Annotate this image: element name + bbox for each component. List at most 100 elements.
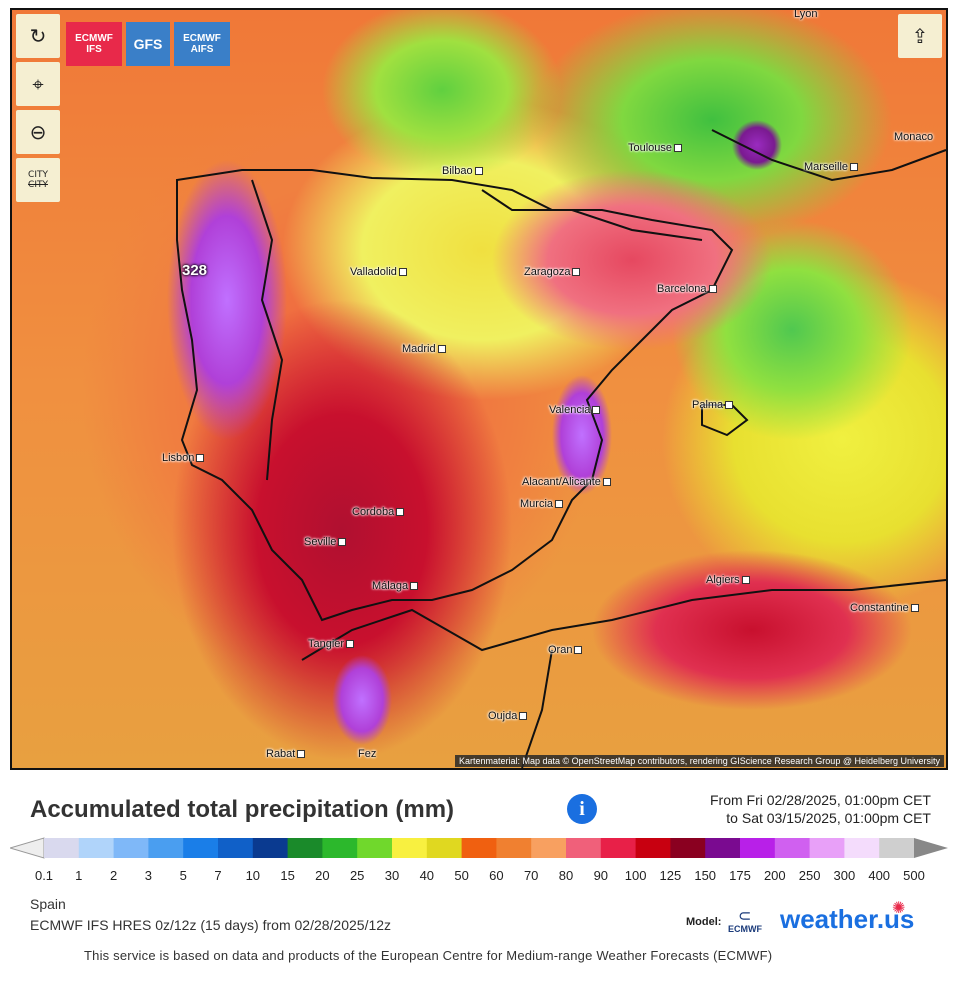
model-ecmwf-ifs-button[interactable]: ECMWF IFS [66, 22, 122, 66]
date-from: From Fri 02/28/2025, 01:00pm CET [710, 792, 931, 808]
city-oujda[interactable]: Oujda [488, 710, 528, 722]
map-overlay [176, 129, 946, 768]
city-label: CITY [28, 170, 48, 180]
model-gfs-button[interactable]: GFS [126, 22, 170, 66]
scale-swatch [252, 838, 289, 858]
city-marseille[interactable]: Marseille [804, 161, 859, 173]
scale-tick-label: 300 [833, 868, 856, 883]
city-tangier[interactable]: Tangier [308, 638, 355, 650]
scale-tick-label: 500 [903, 868, 925, 883]
scale-tick-label: 20 [315, 868, 330, 883]
scale-tick-label: 100 [624, 868, 647, 883]
scale-swatch [461, 838, 497, 858]
city-murcia[interactable]: Murcia [520, 498, 564, 510]
city-algiers[interactable]: Algiers [706, 574, 750, 586]
scale-tick-label: 150 [694, 868, 717, 883]
map-pin-icon: ⌖ [32, 72, 44, 96]
ecmwf-logo-icon: ⊂ [738, 906, 752, 925]
scale-swatch [705, 838, 741, 858]
scale-swatch [531, 838, 567, 858]
footnote: This service is based on data and produc… [84, 948, 773, 963]
model-ecmwf-aifs-button[interactable]: ECMWF AIFS [174, 22, 230, 66]
scale-tick-label: 80 [558, 868, 574, 883]
scale-swatch [322, 838, 358, 858]
scale-tick-label: 60 [489, 868, 504, 883]
scale-high-arrow [914, 838, 948, 858]
region-label: Spain [30, 896, 66, 912]
city-zaragoza[interactable]: Zaragoza [524, 266, 581, 278]
scale-swatch [600, 838, 637, 858]
scale-swatch [392, 838, 428, 858]
scale-swatch [426, 838, 463, 858]
scale-tick-label: 10 [245, 868, 261, 883]
scale-swatch [670, 838, 706, 858]
city-rabat[interactable]: Rabat [266, 748, 306, 760]
city-madrid[interactable]: Madrid [402, 343, 446, 355]
scale-tick-label: 7 [214, 868, 222, 883]
color-scale-bar [10, 837, 948, 859]
zoom-button[interactable]: ⊖ [16, 110, 60, 154]
scale-tick-label: 30 [384, 868, 400, 883]
city-barcelona[interactable]: Barcelona [657, 283, 717, 295]
map-title: Accumulated total precipitation (mm) [30, 796, 455, 823]
refresh-button[interactable]: ↻ [16, 14, 60, 58]
precipitation-map[interactable]: ↻ ECMWF IFS GFS ECMWF AIFS ⌖ ⊖ CITY CITY ⇪… [10, 8, 948, 770]
peak-value-label: 328 [182, 262, 208, 279]
info-icon[interactable]: i [567, 794, 597, 824]
scale-tick-label: 1 [75, 868, 83, 883]
scale-swatch [740, 838, 776, 858]
city-palma[interactable]: Palma [692, 399, 734, 411]
city-fez[interactable]: Fez [358, 748, 377, 760]
scale-tick-label: 0.1 [34, 868, 54, 883]
north-africa-coastline [301, 579, 946, 661]
city-toggle-button[interactable]: CITY CITY [16, 158, 60, 202]
pyrenees-border [481, 189, 703, 241]
city-seville[interactable]: Seville [304, 536, 347, 548]
model-label-text: Model: [686, 916, 722, 928]
weather-us-logo[interactable]: weather.us [780, 904, 915, 934]
scale-swatch [287, 838, 323, 858]
location-button[interactable]: ⌖ [16, 62, 60, 106]
model-label: GFS [133, 35, 163, 52]
scale-swatch [113, 838, 149, 858]
city-bilbao[interactable]: Bilbao [442, 165, 483, 177]
scale-swatch [879, 838, 915, 858]
model-branding: Model: ECMWF ⊂ weather.us ✺ [686, 898, 936, 942]
city-lyon[interactable]: Lyon [794, 8, 818, 20]
city-valladolid[interactable]: Valladolid [350, 266, 407, 278]
scale-tick-label: 25 [349, 868, 365, 883]
scale-tick-label: 40 [419, 868, 435, 883]
city-cordoba[interactable]: Cordoba [352, 506, 405, 518]
scale-low-arrow [10, 837, 45, 859]
color-scale-labels: 0.1 1 2 3 5 7 10 15 20 25 30 40 50 60 70 80 90 100 125 150 1… [0, 868, 961, 886]
city-oran[interactable]: Oran [548, 644, 583, 656]
map-attribution: Kartenmaterial: Map data © OpenStreetMap… [455, 755, 944, 767]
city-monaco[interactable]: Monaco [894, 131, 934, 143]
city-label-struck: CITY [28, 180, 48, 190]
model-label: ECMWF [75, 33, 113, 44]
city-malaga[interactable]: Málaga [372, 580, 419, 592]
city-constantine[interactable]: Constantine [850, 602, 919, 614]
scale-tick-label: 3 [144, 868, 153, 883]
sun-icon: ✺ [892, 898, 906, 917]
scale-swatch [635, 838, 671, 858]
scale-tick-label: 2 [109, 868, 118, 883]
refresh-icon: ↻ [29, 24, 47, 48]
share-button[interactable]: ⇪ [898, 14, 942, 58]
scale-swatch [78, 838, 115, 858]
scale-swatch [566, 838, 602, 858]
city-valencia[interactable]: Valencia [549, 404, 601, 416]
model-sublabel: AIFS [190, 44, 214, 55]
morocco-algeria-border [521, 649, 553, 768]
scale-swatch [844, 838, 880, 858]
scale-swatch [357, 838, 393, 858]
scale-swatch [218, 838, 254, 858]
portugal-border [251, 179, 284, 481]
scale-swatch [44, 838, 80, 858]
city-lisbon[interactable]: Lisbon [162, 452, 205, 464]
city-alicante[interactable]: Alacant/Alicante [522, 476, 611, 488]
city-toulouse[interactable]: Toulouse [628, 142, 683, 154]
date-to: to Sat 03/15/2025, 01:00pm CET [726, 810, 931, 826]
iberia-coastline [176, 169, 734, 622]
scale-tick-label: 50 [454, 868, 469, 883]
